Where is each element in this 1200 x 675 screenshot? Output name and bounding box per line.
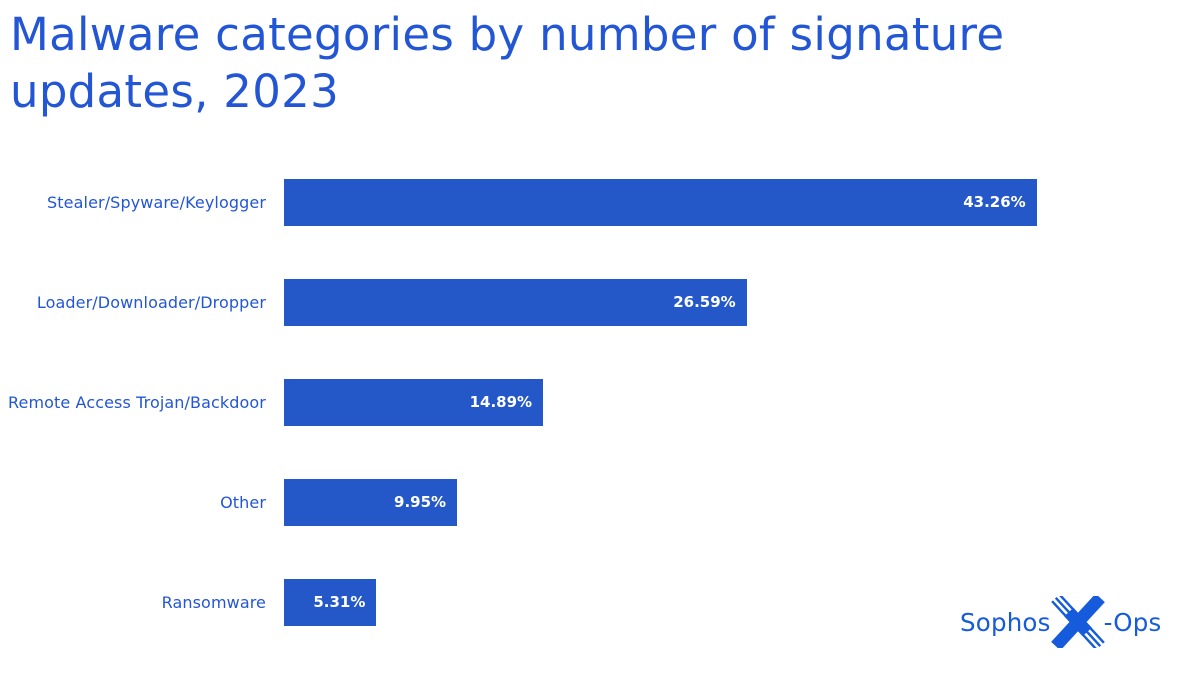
bar-row: Other 9.95%: [0, 478, 458, 526]
logo-ops-text: -Ops: [1103, 607, 1162, 637]
xops-x-icon: [1050, 596, 1105, 648]
logo-sophos-text: Sophos: [960, 607, 1051, 637]
value-label: 26.59%: [673, 293, 736, 311]
bar: 43.26%: [284, 178, 1037, 226]
value-label: 5.31%: [313, 593, 366, 611]
category-label: Loader/Downloader/Dropper: [36, 292, 266, 312]
value-label: 9.95%: [394, 493, 447, 511]
bar-row: Remote Access Trojan/Backdoor 14.89%: [0, 378, 544, 426]
bar: 5.31%: [284, 578, 377, 626]
value-label: 43.26%: [963, 193, 1026, 211]
category-label: Ransomware: [161, 592, 266, 612]
sophos-xops-logo: Sophos -Ops: [960, 596, 1162, 648]
value-label: 14.89%: [469, 393, 533, 411]
category-label: Other: [220, 492, 266, 512]
bar: 26.59%: [284, 278, 747, 326]
bar-row: Ransomware 5.31%: [0, 578, 377, 626]
category-label: Stealer/Spyware/Keylogger: [47, 192, 266, 212]
chart-title: Malware categories by number of signatur…: [10, 8, 1005, 118]
bar-row: Stealer/Spyware/Keylogger 43.26%: [0, 178, 1037, 226]
bar: 14.89%: [284, 378, 544, 426]
bar: 9.95%: [284, 478, 458, 526]
bar-row: Loader/Downloader/Dropper 26.59%: [0, 278, 747, 326]
category-label: Remote Access Trojan/Backdoor: [8, 392, 266, 412]
